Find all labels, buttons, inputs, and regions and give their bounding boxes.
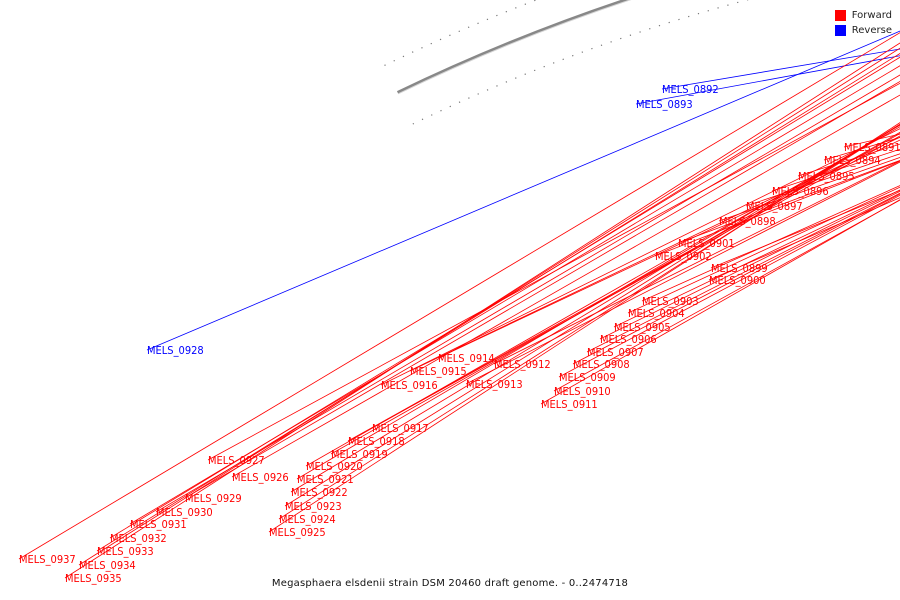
- genome-backbone: [396, 0, 631, 94]
- leader-line: [18, 32, 900, 560]
- gene-label[interactable]: MELS_0928: [147, 344, 204, 357]
- gene-label[interactable]: MELS_0922: [291, 486, 348, 499]
- leader-line: [371, 135, 900, 429]
- gene-label[interactable]: MELS_0920: [306, 460, 363, 473]
- leader-line: [284, 123, 900, 507]
- leader-line: [64, 42, 900, 579]
- leader-line: [207, 82, 900, 461]
- leader-line: [380, 128, 900, 386]
- gene-label[interactable]: MELS_0910: [554, 385, 611, 398]
- gene-label[interactable]: MELS_0909: [559, 371, 616, 384]
- gene-label[interactable]: MELS_0919: [331, 448, 388, 461]
- gene-label[interactable]: MELS_0923: [285, 500, 342, 513]
- reverse-swatch-icon: [834, 25, 846, 36]
- gene-label[interactable]: MELS_0917: [372, 422, 429, 435]
- gene-label[interactable]: MELS_0893: [636, 98, 693, 111]
- leader-line: [654, 160, 900, 257]
- leader-line: [437, 139, 900, 359]
- gene-label[interactable]: MELS_0895: [798, 170, 855, 183]
- leader-line: [599, 190, 900, 340]
- gene-label[interactable]: MELS_0897: [746, 200, 803, 213]
- leader-line: [627, 186, 900, 314]
- gene-label[interactable]: MELS_0924: [279, 513, 336, 526]
- leader-line: [465, 161, 900, 385]
- leader-line: [553, 199, 900, 392]
- leader-line: [96, 53, 900, 552]
- gene-label[interactable]: MELS_0906: [600, 333, 657, 346]
- gene-label[interactable]: MELS_0927: [208, 454, 265, 467]
- gene-label[interactable]: MELS_0892: [662, 83, 719, 96]
- gene-label[interactable]: MELS_0899: [711, 262, 768, 275]
- legend-item-forward: Forward: [834, 8, 892, 23]
- gene-label[interactable]: MELS_0935: [65, 572, 122, 585]
- gene-label[interactable]: MELS_0913: [466, 378, 523, 391]
- leader-line: [409, 136, 900, 372]
- gene-label[interactable]: MELS_0915: [410, 365, 467, 378]
- legend: Forward Reverse: [834, 8, 892, 38]
- legend-item-reverse: Reverse: [834, 23, 892, 38]
- gene-label[interactable]: MELS_0929: [185, 492, 242, 505]
- gene-label[interactable]: MELS_0926: [232, 471, 289, 484]
- gene-label[interactable]: MELS_0891: [844, 141, 900, 154]
- leader-line: [146, 30, 900, 351]
- gene-label[interactable]: MELS_0911: [541, 398, 598, 411]
- gene-label[interactable]: MELS_0932: [110, 532, 167, 545]
- leader-line: [641, 185, 900, 302]
- legend-label-forward: Forward: [851, 10, 892, 21]
- gene-label[interactable]: MELS_0903: [642, 295, 699, 308]
- gene-label[interactable]: MELS_0925: [269, 526, 326, 539]
- leader-line: [661, 48, 900, 90]
- leader-line: [677, 159, 900, 244]
- leader-line-layer: [18, 30, 900, 579]
- forward-swatch-icon: [834, 10, 846, 21]
- leader-line: [268, 122, 900, 533]
- leader-line: [558, 194, 900, 378]
- gene-label[interactable]: MELS_0916: [381, 379, 438, 392]
- gene-label[interactable]: MELS_0901: [678, 237, 735, 250]
- leader-line: [718, 157, 900, 222]
- gene-label[interactable]: MELS_0933: [97, 545, 154, 558]
- leader-line: [493, 160, 900, 365]
- gene-label[interactable]: MELS_0912: [494, 358, 551, 371]
- leader-line: [745, 153, 900, 207]
- leader-line: [540, 199, 900, 405]
- gene-label[interactable]: MELS_0902: [655, 250, 712, 263]
- gene-label[interactable]: MELS_0937: [19, 553, 76, 566]
- leader-line: [572, 193, 900, 365]
- leader-line: [586, 192, 900, 353]
- gene-label[interactable]: MELS_0934: [79, 559, 136, 572]
- leader-line: [155, 74, 900, 513]
- genome-backbone-highlight: [397, 0, 632, 95]
- leader-line: [771, 148, 900, 192]
- leader-line: [184, 80, 900, 499]
- leader-line: [296, 124, 900, 480]
- gene-label[interactable]: MELS_0930: [156, 506, 213, 519]
- gene-label[interactable]: MELS_0918: [348, 435, 405, 448]
- gene-label[interactable]: MELS_0921: [297, 473, 354, 486]
- leader-line: [129, 65, 900, 525]
- outer-dotted-ruler: [384, 0, 539, 66]
- leader-line: [635, 55, 900, 105]
- leader-line: [231, 94, 900, 478]
- gene-label[interactable]: MELS_0907: [587, 346, 644, 359]
- gene-label[interactable]: MELS_0908: [573, 358, 630, 371]
- leader-line: [290, 124, 900, 493]
- genome-caption: Megasphaera elsdenii strain DSM 20460 dr…: [271, 578, 629, 589]
- gene-label[interactable]: MELS_0900: [709, 274, 766, 287]
- leader-line: [78, 47, 900, 566]
- gene-label[interactable]: MELS_0914: [438, 352, 495, 365]
- gene-label-layer: MELS_0891 MELS_0892 MELS_0893 MELS_0894 MELS…: [19, 83, 900, 585]
- legend-label-reverse: Reverse: [851, 25, 892, 36]
- leader-line: [613, 189, 900, 328]
- leader-line: [109, 56, 900, 539]
- gene-label[interactable]: MELS_0898: [719, 215, 776, 228]
- gene-label[interactable]: MELS_0894: [824, 154, 881, 167]
- gene-label[interactable]: MELS_0904: [628, 307, 685, 320]
- gene-label[interactable]: MELS_0931: [130, 518, 187, 531]
- gene-label[interactable]: MELS_0905: [614, 321, 671, 334]
- gene-label[interactable]: MELS_0896: [772, 185, 829, 198]
